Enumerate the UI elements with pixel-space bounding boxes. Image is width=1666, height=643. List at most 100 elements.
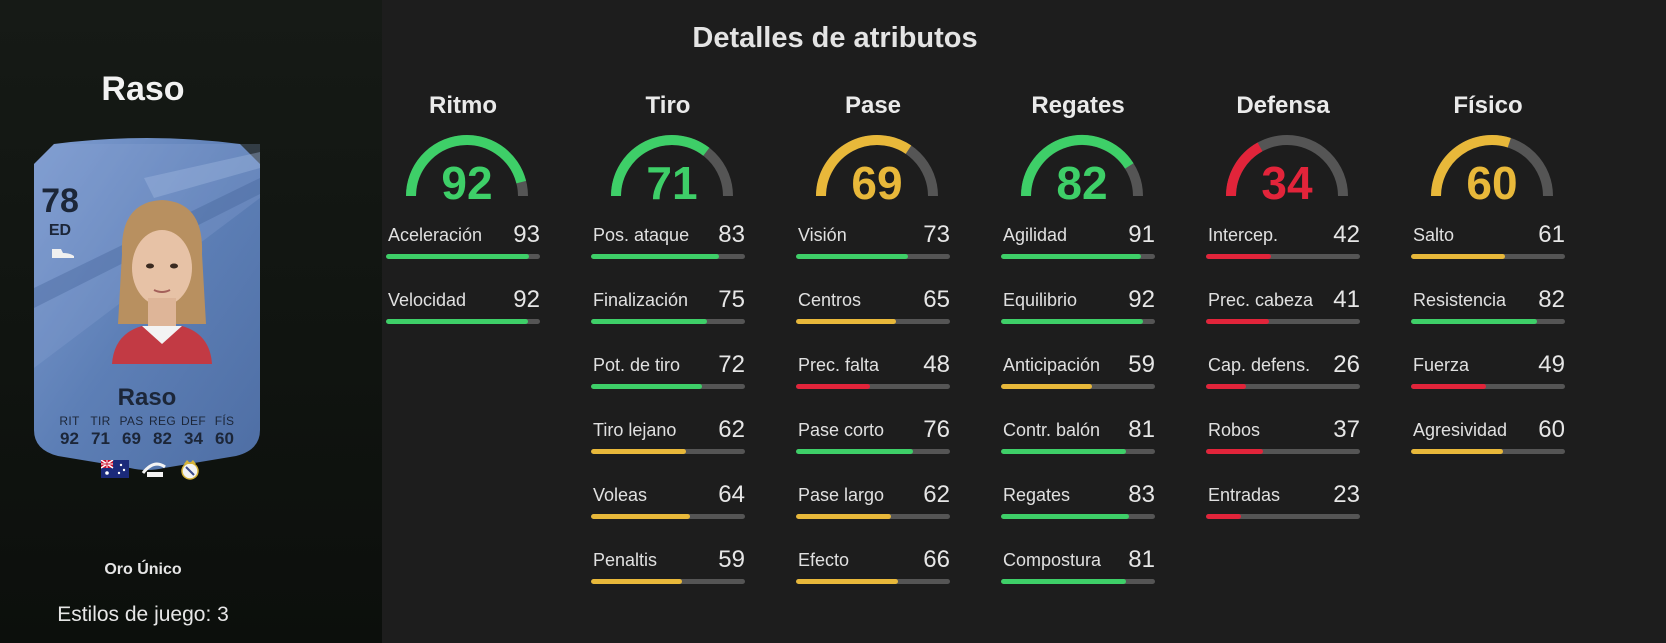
attribute-bar-fill	[796, 579, 898, 584]
gauge-fill	[406, 135, 527, 197]
category-gauge	[1021, 135, 1143, 197]
attribute-row: Prec. cabeza 41	[1206, 286, 1362, 330]
attribute-row: Tiro lejano 62	[591, 416, 747, 460]
attribute-bar	[796, 319, 950, 324]
card-stat-label: FÍS	[214, 414, 235, 428]
attribute-bar	[1411, 449, 1565, 454]
category-gauge	[406, 135, 528, 197]
attribute-label: Equilibrio	[1003, 290, 1078, 310]
attribute-bar-fill	[1001, 579, 1126, 584]
attribute-value: 60	[1538, 416, 1565, 443]
attribute-row: Agresividad 60	[1411, 416, 1567, 460]
card-stat-label: DEF	[181, 414, 206, 428]
attribute-row: Penaltis 59	[591, 546, 747, 590]
attribute-value: 83	[718, 221, 745, 248]
card-position: ED	[48, 222, 72, 239]
attribute-row: Finalización 75	[591, 286, 747, 330]
attribute-value: 42	[1333, 221, 1360, 248]
category-gauge	[611, 135, 733, 197]
attribute-bar-fill	[1001, 514, 1129, 519]
card-stat-def: DEF 34	[178, 414, 209, 449]
attribute-label: Centros	[798, 290, 862, 310]
category-title: Tiro	[645, 92, 691, 119]
attribute-row: Aceleración 93	[386, 221, 542, 265]
attribute-row: Resistencia 82	[1411, 286, 1567, 330]
playstyles-count[interactable]: Estilos de juego: 3	[57, 603, 229, 626]
card-stat-value: 60	[215, 429, 234, 448]
attribute-bar	[1206, 449, 1360, 454]
attribute-bar	[1001, 254, 1155, 259]
attribute-bar-fill	[1411, 384, 1487, 389]
attribute-row: Visión 73	[796, 221, 952, 265]
attribute-label: Aceleración	[388, 225, 483, 245]
card-stat-value: 69	[122, 429, 141, 448]
attribute-bar-fill	[1206, 384, 1247, 389]
attribute-value: 62	[923, 481, 950, 508]
card-stat-value: 71	[91, 429, 110, 448]
attribute-bar	[1001, 384, 1155, 389]
attribute-label: Tiro lejano	[593, 420, 677, 440]
attribute-bar	[591, 384, 745, 389]
card-player-name: Raso	[117, 384, 177, 411]
attribute-bar-fill	[1206, 254, 1271, 259]
attribute-bar	[1206, 319, 1360, 324]
category-title: Regates	[1031, 92, 1125, 119]
attribute-row: Entradas 23	[1206, 481, 1362, 525]
attribute-value: 41	[1333, 286, 1360, 313]
category-title: Defensa	[1236, 92, 1330, 119]
card-stat-label: RIT	[59, 414, 80, 428]
attribute-bar	[591, 254, 745, 259]
attribute-value: 92	[1128, 286, 1155, 313]
attribute-row: Efecto 66	[796, 546, 952, 590]
player-name: Raso	[101, 70, 185, 108]
attribute-bar-fill	[386, 319, 528, 324]
attribute-label: Robos	[1208, 420, 1261, 440]
card-stat-tir: TIR 71	[85, 414, 116, 449]
attribute-bar-fill	[591, 384, 702, 389]
attribute-bar-fill	[1206, 319, 1270, 324]
attribute-row: Salto 61	[1411, 221, 1567, 265]
attribute-bar	[1001, 319, 1155, 324]
gauge-fill	[1431, 135, 1511, 197]
attribute-row: Compostura 81	[1001, 546, 1157, 590]
attribute-bar	[796, 514, 950, 519]
attribute-value: 93	[513, 221, 540, 248]
attribute-value: 65	[923, 286, 950, 313]
attribute-row: Cap. defens. 26	[1206, 351, 1362, 395]
attribute-bar-fill	[1206, 449, 1263, 454]
attribute-label: Pot. de tiro	[593, 355, 681, 375]
player-card[interactable]: 78 ED Raso RIT 92 TIR 71 PAS 69 REG 82 DEF 34 FÍS 6…	[24, 138, 270, 480]
attribute-row: Intercep. 42	[1206, 221, 1362, 265]
attribute-value: 91	[1128, 221, 1155, 248]
attribute-bar-fill	[1411, 449, 1504, 454]
card-stat-value: 34	[184, 429, 203, 448]
attribute-bar	[1206, 254, 1360, 259]
attribute-bar	[1001, 579, 1155, 584]
attribute-row: Fuerza 49	[1411, 351, 1567, 395]
attribute-label: Prec. cabeza	[1208, 290, 1314, 310]
category-gauge	[816, 135, 938, 197]
category-gauge	[1226, 135, 1348, 197]
attribute-row: Voleas 64	[591, 481, 747, 525]
attribute-bar	[1001, 449, 1155, 454]
category-value: 71	[646, 157, 698, 209]
attribute-row: Robos 37	[1206, 416, 1362, 460]
card-stat-label: PAS	[119, 414, 144, 428]
attribute-row: Equilibrio 92	[1001, 286, 1157, 330]
attribute-bar	[796, 579, 950, 584]
card-rating: 78	[41, 182, 79, 220]
category-value: 60	[1466, 157, 1518, 209]
attribute-label: Entradas	[1208, 485, 1281, 505]
attribute-bar	[591, 514, 745, 519]
attribute-row: Regates 83	[1001, 481, 1157, 525]
attribute-bar-fill	[1411, 319, 1538, 324]
attribute-label: Intercep.	[1208, 225, 1279, 245]
attribute-value: 66	[923, 546, 950, 573]
category-value: 69	[851, 157, 903, 209]
attribute-bar	[591, 319, 745, 324]
attribute-value: 75	[718, 286, 745, 313]
attribute-bar-fill	[591, 514, 690, 519]
attribute-value: 64	[718, 481, 745, 508]
attribute-bar	[1411, 319, 1565, 324]
attribute-row: Pase largo 62	[796, 481, 952, 525]
